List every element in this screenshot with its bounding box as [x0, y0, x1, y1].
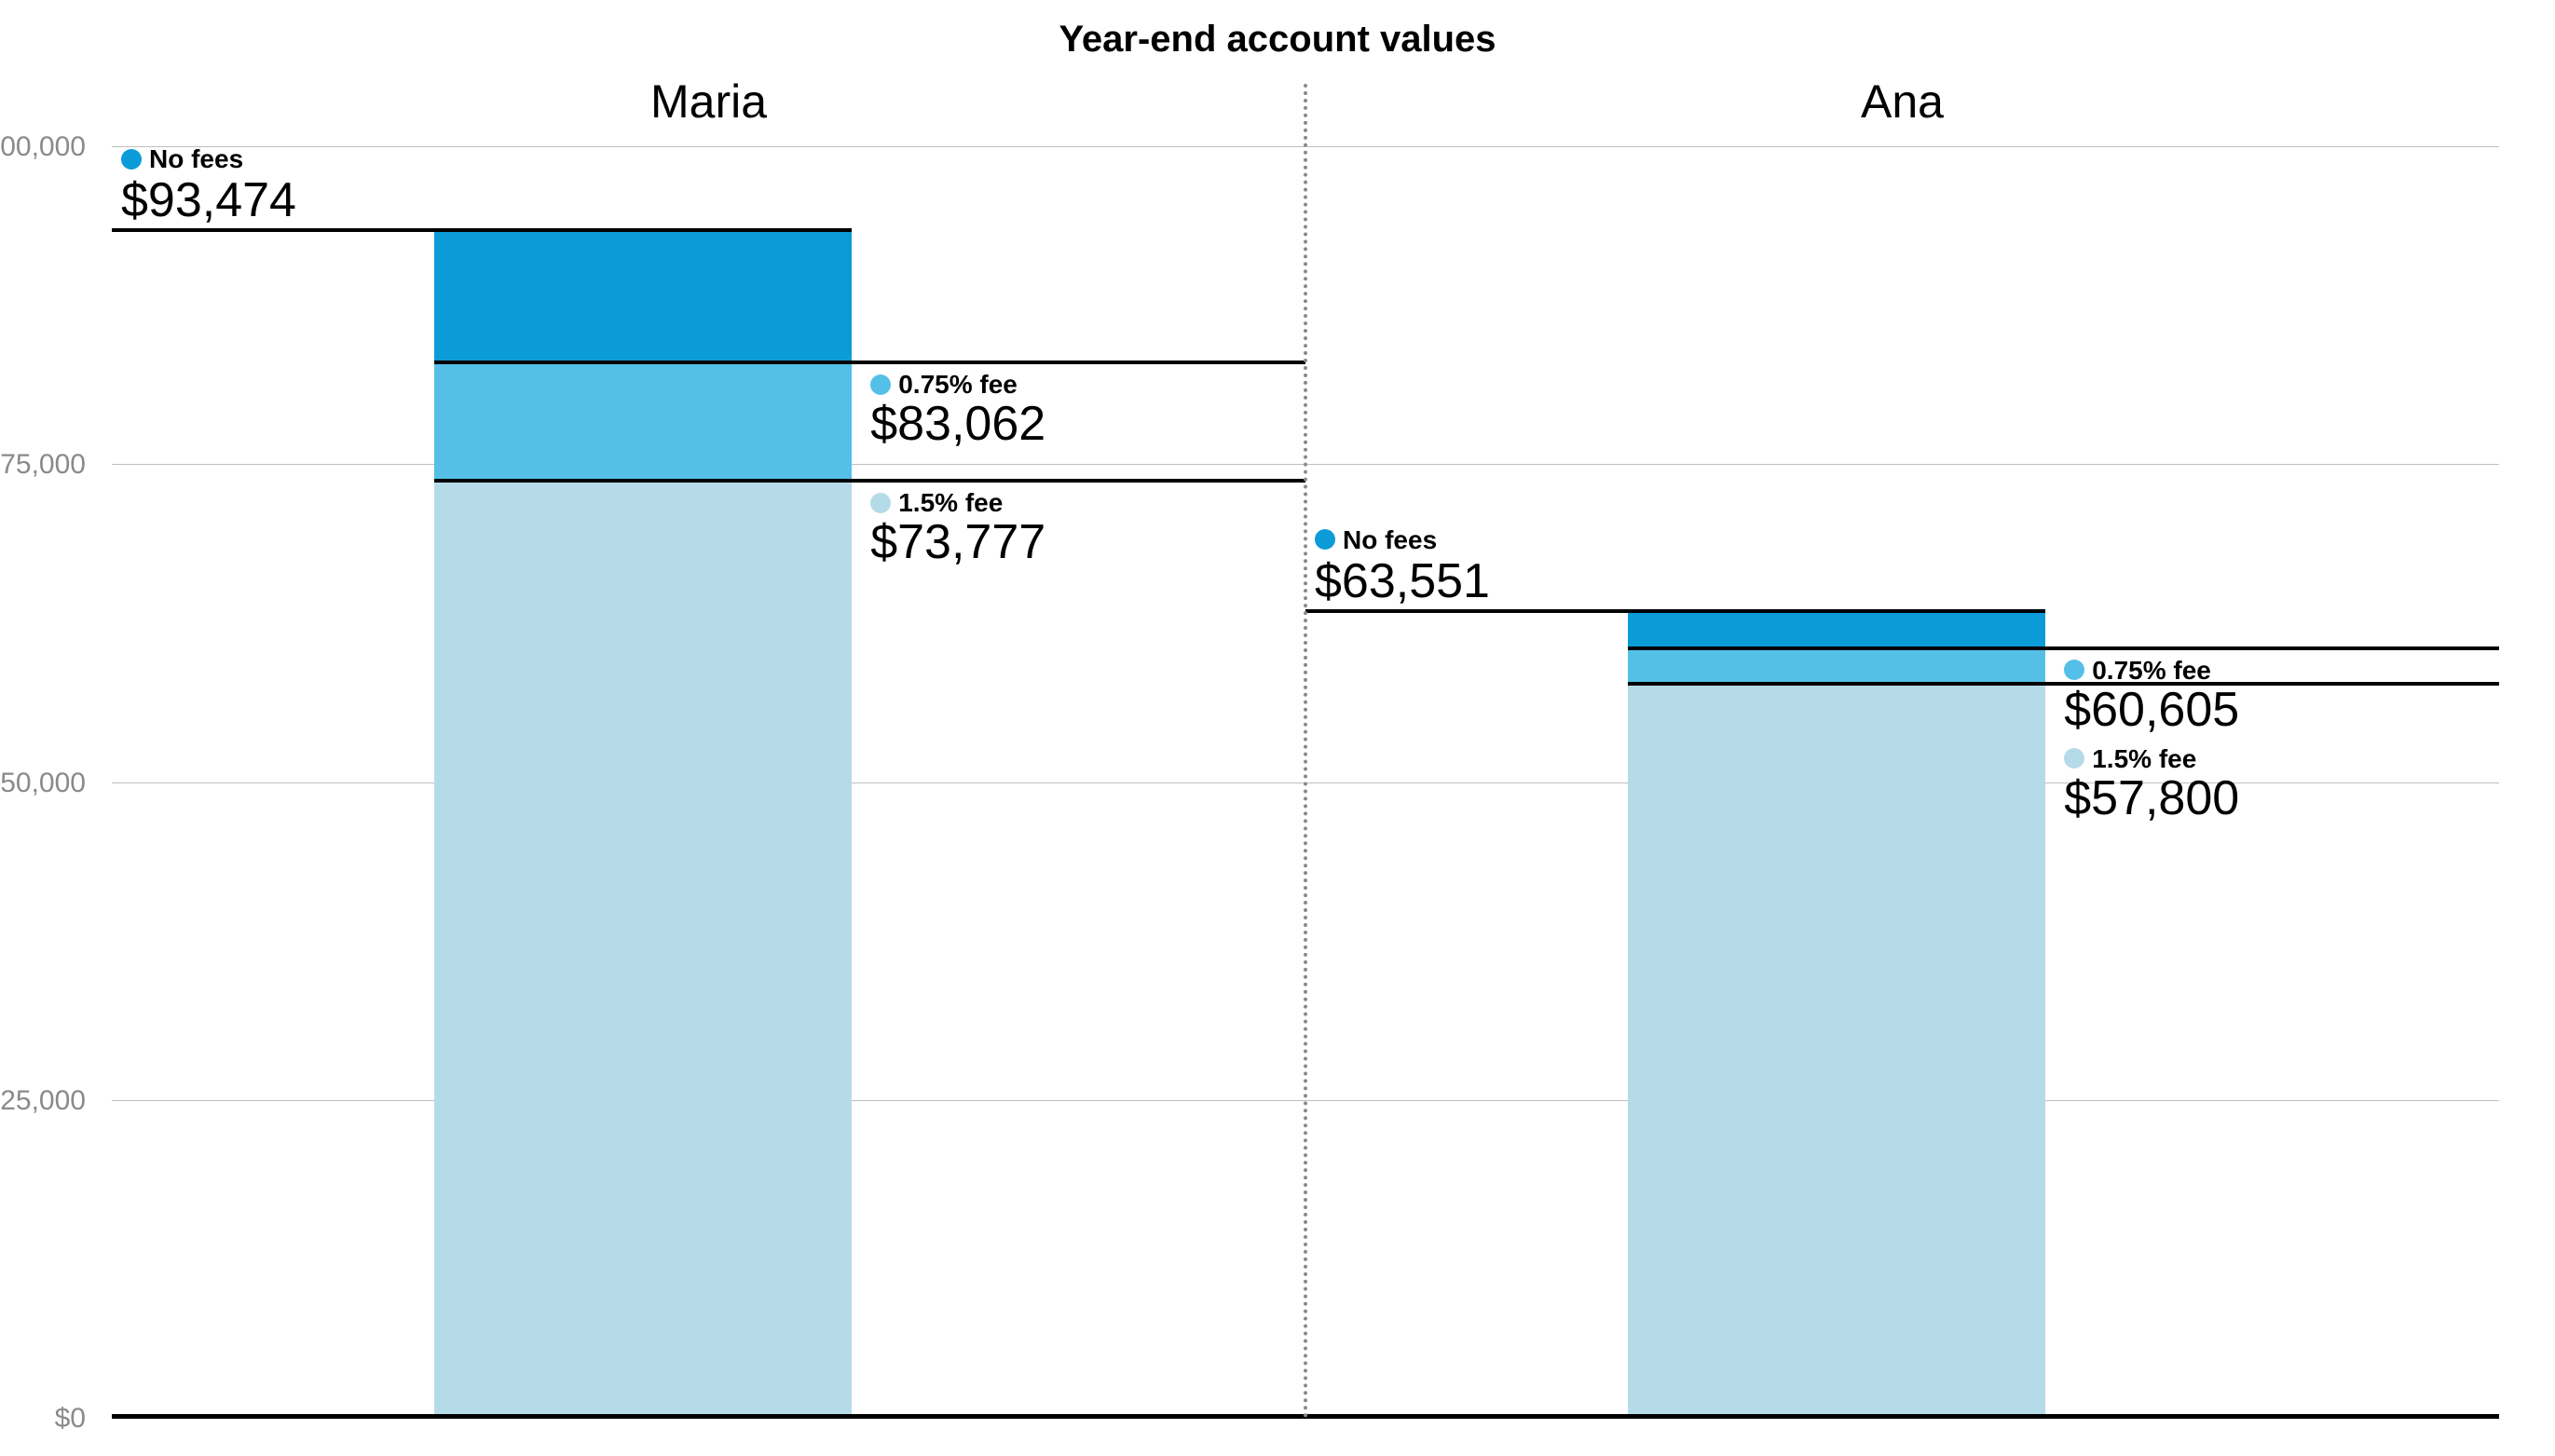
panel-ana: Ana No fees $63,551 0.75% fee$60,605 1.5% f…: [1305, 75, 2499, 1419]
baseline: [112, 1414, 1305, 1419]
y-tick-label: $100,000: [0, 131, 86, 163]
legend-dot-icon: [2064, 660, 2084, 680]
series-label: 1.5% fee: [2064, 744, 2196, 774]
series-label: No fees: [121, 144, 243, 174]
plot-ana: No fees $63,551 0.75% fee$60,605 1.5% fee$5…: [1305, 147, 2499, 1419]
legend-dot-icon: [2064, 748, 2084, 769]
series-label: 1.5% fee: [870, 488, 1003, 518]
series-name: 1.5% fee: [898, 488, 1003, 517]
legend-dot-icon: [870, 493, 891, 513]
chart-title: Year-end account values: [0, 19, 2555, 61]
series-value: $83,062: [870, 400, 1045, 448]
series-name: 0.75% fee: [898, 370, 1018, 399]
panel-maria: Maria No fees $93,474 0.75% fee$83,062 1.5%…: [112, 75, 1305, 1419]
value-line: [1628, 646, 2499, 650]
y-axis: $0$25,000$50,000$75,000$100,000: [0, 147, 112, 1419]
y-tick-label: $75,000: [0, 449, 86, 481]
y-tick-label: $0: [55, 1403, 86, 1435]
y-tick-label: $25,000: [0, 1085, 86, 1117]
series-name: 1.5% fee: [2092, 744, 2196, 773]
gridline: [1305, 464, 2499, 465]
panel-name-ana: Ana: [1305, 75, 2499, 129]
bar-segment: [1628, 684, 2045, 1419]
panel-name-maria: Maria: [112, 75, 1305, 129]
series-value: $93,474: [121, 176, 296, 225]
series-name: No fees: [1343, 525, 1437, 554]
series-value: $73,777: [870, 518, 1045, 566]
gridline: [112, 146, 1305, 147]
series-label: No fees: [1315, 525, 1437, 555]
panel-divider: [1304, 84, 1307, 1419]
series-label: 0.75% fee: [870, 370, 1018, 400]
value-line: [434, 479, 1305, 483]
value-line: [1305, 609, 2045, 613]
value-line: [1628, 682, 2499, 686]
series-value: $60,605: [2064, 686, 2239, 734]
legend-dot-icon: [121, 149, 142, 170]
value-line: [112, 228, 852, 232]
series-value: $63,551: [1315, 557, 1490, 606]
legend-dot-icon: [870, 374, 891, 395]
series-name: 0.75% fee: [2092, 656, 2211, 685]
bar-segment: [434, 481, 852, 1419]
y-tick-label: $50,000: [0, 768, 86, 799]
legend-dot-icon: [1315, 529, 1335, 550]
series-name: No fees: [149, 144, 243, 173]
plot-maria: No fees $93,474 0.75% fee$83,062 1.5% fee$7…: [112, 147, 1305, 1419]
value-line: [434, 361, 1305, 364]
gridline: [1305, 146, 2499, 147]
baseline: [1305, 1414, 2499, 1419]
series-label: 0.75% fee: [2064, 656, 2211, 686]
series-value: $57,800: [2064, 774, 2239, 823]
